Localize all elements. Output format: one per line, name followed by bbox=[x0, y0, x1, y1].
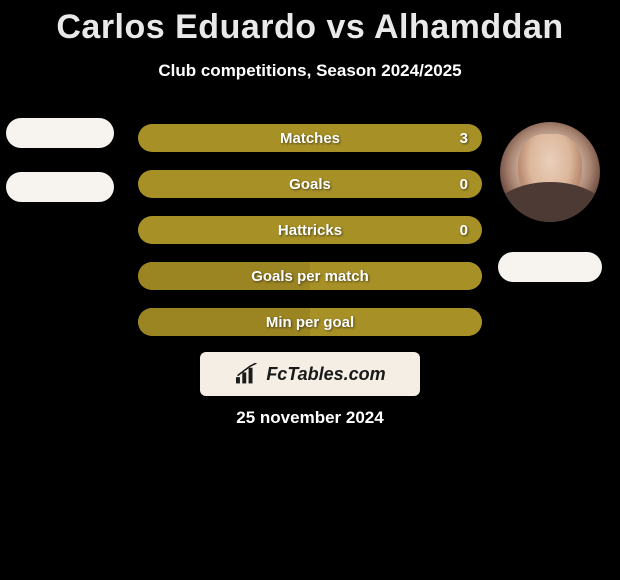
bar-label: Matches bbox=[138, 124, 482, 152]
player1-name: Carlos Eduardo bbox=[56, 8, 316, 46]
stat-bar: Matches3 bbox=[138, 124, 482, 152]
stat-bar: Goals per match bbox=[138, 262, 482, 290]
comparison-card: Carlos Eduardo vs Alhamddan Club competi… bbox=[0, 0, 620, 81]
logo-text: FcTables.com bbox=[266, 364, 385, 385]
player2-name: Alhamddan bbox=[374, 8, 564, 46]
bar-fill-right bbox=[310, 262, 482, 290]
bar-value-right: 3 bbox=[460, 124, 468, 152]
date-label: 25 november 2024 bbox=[0, 408, 620, 428]
bar-fill-right bbox=[310, 308, 482, 336]
bar-fill-left bbox=[138, 308, 310, 336]
bar-label: Hattricks bbox=[138, 216, 482, 244]
player2-column bbox=[494, 122, 606, 306]
stat-bar: Min per goal bbox=[138, 308, 482, 336]
bar-value-right: 0 bbox=[460, 216, 468, 244]
bar-fill-left bbox=[138, 262, 310, 290]
subtitle: Club competitions, Season 2024/2025 bbox=[0, 61, 620, 81]
bar-value-right: 0 bbox=[460, 170, 468, 198]
bar-label: Goals bbox=[138, 170, 482, 198]
stat-bar: Hattricks0 bbox=[138, 216, 482, 244]
title-vs: vs bbox=[326, 8, 365, 46]
player2-team-pill bbox=[498, 252, 602, 282]
fctables-logo[interactable]: FcTables.com bbox=[200, 352, 420, 396]
player1-team-pill-2 bbox=[6, 172, 114, 202]
bar-chart-icon bbox=[234, 363, 260, 385]
page-title: Carlos Eduardo vs Alhamddan bbox=[0, 8, 620, 47]
player2-photo bbox=[500, 122, 600, 222]
player1-team-pill-1 bbox=[6, 118, 114, 148]
stat-bars: Matches3Goals0Hattricks0Goals per matchM… bbox=[138, 124, 482, 354]
player1-column bbox=[6, 118, 114, 226]
stat-bar: Goals0 bbox=[138, 170, 482, 198]
